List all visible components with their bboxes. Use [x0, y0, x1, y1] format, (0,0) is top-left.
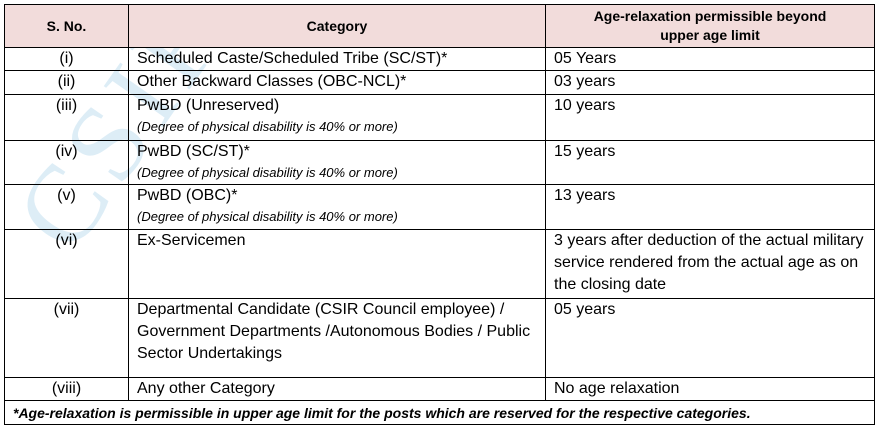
category-cell: Ex-Servicemen: [128, 229, 546, 299]
header-cell: Age-relaxation permissible beyond upper …: [545, 4, 875, 48]
header-cell: S. No.: [4, 4, 129, 48]
serial-number: (viii): [4, 377, 129, 401]
table-header: S. No. Category Age-relaxation permissib…: [4, 4, 875, 48]
category-note: (Degree of physical disability is 40% or…: [137, 165, 398, 180]
footnote-row: *Age-relaxation is permissible in upper …: [4, 400, 875, 425]
serial-number: (vii): [4, 298, 129, 378]
serial-number: (iii): [4, 94, 129, 141]
relaxation: 10 years: [545, 94, 875, 141]
table-row: (v) PwBD (OBC)* (Degree of physical disabi…: [4, 184, 875, 230]
footnote: *Age-relaxation is permissible in upper …: [4, 400, 875, 425]
table-row: (ii) Other Backward Classes (OBC-NCL)* 03 …: [4, 70, 875, 95]
table-row: (i) Scheduled Caste/Scheduled Tribe (SC/S…: [4, 47, 875, 71]
serial-number: (iv): [4, 140, 129, 185]
relaxation: 05 years: [545, 298, 875, 378]
relaxation: 03 years: [545, 70, 875, 95]
table-row: (iv) PwBD (SC/ST)* (Degree of physical dis…: [4, 140, 875, 185]
category-cell: Other Backward Classes (OBC-NCL)*: [128, 70, 546, 95]
category: Departmental Candidate (CSIR Council emp…: [137, 301, 531, 362]
category-cell: PwBD (OBC)* (Degree of physical disabilit…: [128, 184, 546, 230]
category-cell: Departmental Candidate (CSIR Council emp…: [128, 298, 546, 378]
category-cell: PwBD (Unreserved) (Degree of physical dis…: [128, 94, 546, 141]
serial-number: (vi): [4, 229, 129, 299]
category: PwBD (Unreserved): [137, 97, 280, 114]
category-cell: Any other Category: [128, 377, 546, 401]
relaxation: 15 years: [545, 140, 875, 185]
category-note: (Degree of physical disability is 40% or…: [137, 119, 398, 134]
relaxation: 13 years: [545, 184, 875, 230]
serial-number: (v): [4, 184, 129, 230]
serial-number: (ii): [4, 70, 129, 95]
category-note: (Degree of physical disability is 40% or…: [137, 209, 398, 224]
table-row: (vii) Departmental Candidate (CSIR Counci…: [4, 298, 875, 378]
header-cell: Category: [128, 4, 546, 48]
category: PwBD (SC/ST)*: [137, 143, 250, 160]
table-body: (i) Scheduled Caste/Scheduled Tribe (SC/S…: [4, 47, 875, 425]
header-row: S. No. Category Age-relaxation permissib…: [4, 4, 875, 48]
table-row: (iii) PwBD (Unreserved) (Degree of physica…: [4, 94, 875, 141]
category: Scheduled Caste/Scheduled Tribe (SC/ST)*: [137, 50, 448, 67]
table-row: (vi) Ex-Servicemen 3 years after deduction…: [4, 229, 875, 299]
category-cell: PwBD (SC/ST)* (Degree of physical disabil…: [128, 140, 546, 185]
category: Ex-Servicemen: [137, 232, 246, 249]
relaxation: No age relaxation: [545, 377, 875, 401]
relaxation: 3 years after deduction of the actual mi…: [545, 229, 875, 299]
age-relaxation-table: S. No. Category Age-relaxation permissib…: [4, 4, 875, 425]
category: Any other Category: [137, 380, 275, 397]
category: Other Backward Classes (OBC-NCL)*: [137, 73, 407, 90]
relaxation: 05 Years: [545, 47, 875, 71]
table-row: (viii) Any other Category No age relaxatio…: [4, 377, 875, 401]
serial-number: (i): [4, 47, 129, 71]
category: PwBD (OBC)*: [137, 187, 238, 204]
category-cell: Scheduled Caste/Scheduled Tribe (SC/ST)*: [128, 47, 546, 71]
